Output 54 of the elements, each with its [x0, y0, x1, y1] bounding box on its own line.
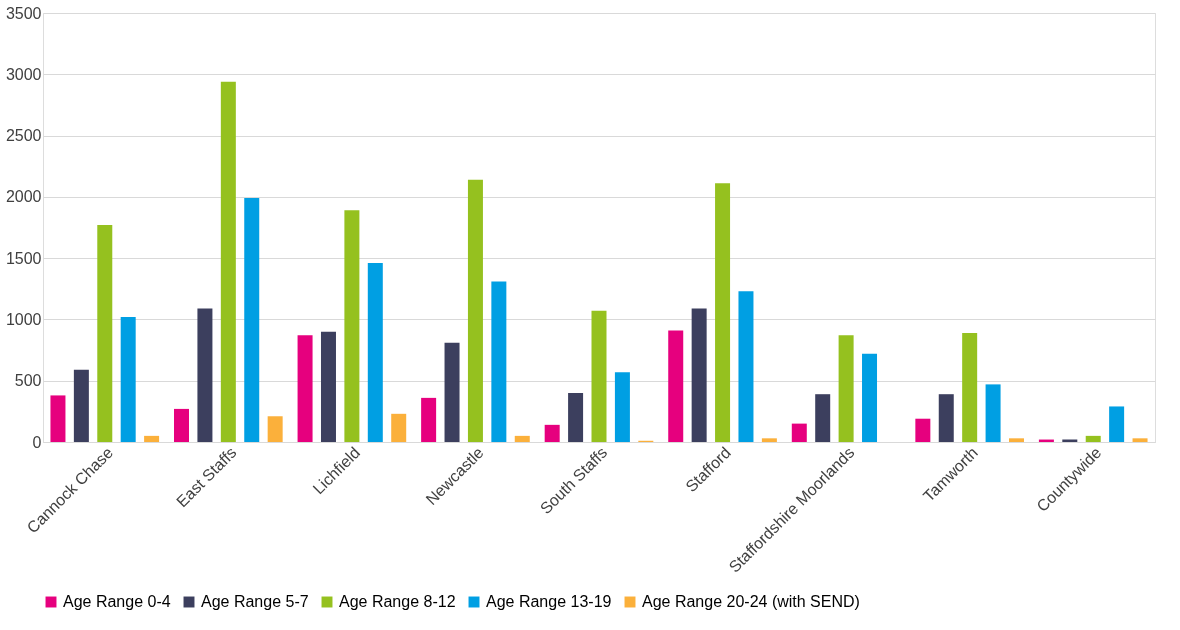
bar [591, 310, 607, 442]
bar [715, 183, 731, 442]
bar [838, 335, 854, 442]
bar [174, 408, 190, 442]
bar [738, 291, 754, 442]
bar [544, 424, 560, 442]
y-tick-label: 1000 [5, 310, 42, 328]
bar [50, 395, 66, 442]
bar [367, 263, 383, 442]
bar [344, 210, 360, 442]
bar [862, 353, 878, 442]
bar [97, 225, 113, 442]
y-tick-label: 500 [14, 372, 42, 390]
bar [244, 198, 260, 442]
bar [1008, 438, 1024, 442]
bar [1109, 406, 1125, 442]
bar [938, 394, 954, 442]
bar [267, 416, 283, 442]
bar [815, 394, 831, 442]
y-tick-label: 2000 [5, 188, 42, 206]
bar [120, 316, 136, 442]
bar [915, 418, 931, 442]
bar [1085, 435, 1101, 442]
bar [962, 332, 978, 442]
bar [320, 331, 336, 442]
bar [467, 179, 483, 442]
bar [421, 397, 437, 442]
legend-label: Age Range 0-4 [63, 593, 171, 610]
y-tick-label: 3500 [5, 4, 42, 22]
legend-label: Age Range 20-24 (with SEND) [642, 593, 860, 610]
bar [568, 392, 584, 442]
bar [668, 330, 684, 442]
y-tick-label: 0 [32, 433, 42, 451]
legend-label: Age Range 8-12 [339, 593, 456, 610]
bar [444, 342, 460, 442]
bar [220, 81, 236, 442]
bar [514, 435, 530, 442]
bar [614, 372, 630, 442]
bar [491, 281, 507, 442]
bar [791, 423, 807, 442]
bar [73, 369, 89, 442]
legend-label: Age Range 13-19 [486, 593, 612, 610]
y-tick-label: 1500 [5, 249, 42, 267]
bar [1132, 438, 1148, 442]
bar [691, 308, 707, 442]
bar [297, 335, 313, 442]
bar [144, 435, 160, 442]
bar [985, 384, 1001, 442]
y-tick-label: 3000 [5, 65, 42, 83]
bar [391, 413, 407, 442]
y-tick-label: 2500 [5, 127, 42, 145]
bar [197, 308, 213, 442]
legend-label: Age Range 5-7 [201, 593, 309, 610]
bar [761, 438, 777, 442]
